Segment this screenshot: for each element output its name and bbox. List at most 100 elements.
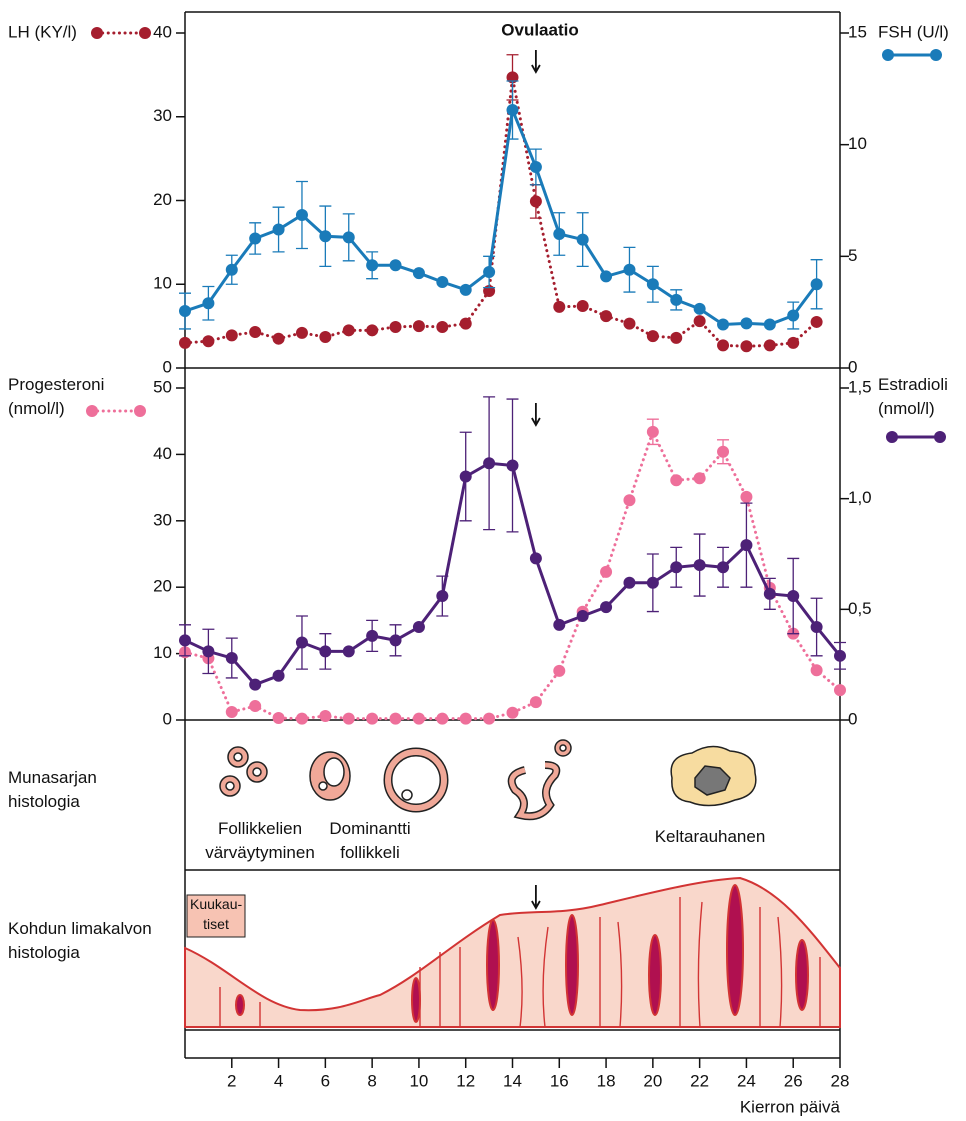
data-point [273, 712, 285, 724]
data-point [460, 284, 472, 296]
y-tick-label: 0 [163, 357, 172, 376]
ovulation-arrow [532, 403, 540, 425]
data-point [600, 601, 612, 613]
data-point [834, 650, 846, 662]
estradiol-axis-label: Estradioli (nmol/l) [878, 373, 958, 421]
data-point [600, 270, 612, 282]
y-tick-label: 30 [153, 510, 172, 529]
data-point [226, 706, 238, 718]
legend-dot [91, 27, 103, 39]
data-point [577, 234, 589, 246]
data-point [202, 297, 214, 309]
data-point [553, 665, 565, 677]
progesterone-axis-label: Progesteroni (nmol/l) [8, 373, 118, 421]
data-point [249, 700, 261, 712]
x-tick-label: 14 [503, 1071, 522, 1090]
data-point [273, 333, 285, 345]
lh-axis-label: LH (KY/l) [8, 22, 77, 41]
data-point [296, 209, 308, 221]
x-tick-label: 2 [227, 1071, 236, 1090]
legend-dot [134, 405, 146, 417]
data-point [390, 259, 402, 271]
data-point [436, 321, 448, 333]
data-point [577, 300, 589, 312]
data-point [343, 231, 355, 243]
data-point [530, 195, 542, 207]
data-point [179, 634, 191, 646]
endometrium-label: Kohdun limakalvon histologia [8, 917, 178, 965]
data-point [343, 324, 355, 336]
data-point [530, 161, 542, 173]
data-point [577, 610, 589, 622]
data-point [764, 318, 776, 330]
x-tick-label: 4 [274, 1071, 283, 1090]
data-point [366, 324, 378, 336]
data-point [179, 305, 191, 317]
data-point [647, 330, 659, 342]
legend-dot [882, 49, 894, 61]
x-tick-label: 10 [409, 1071, 428, 1090]
data-point [343, 713, 355, 725]
data-point [366, 259, 378, 271]
data-point [390, 713, 402, 725]
data-point [647, 577, 659, 589]
x-tick-label: 26 [784, 1071, 803, 1090]
data-point [647, 426, 659, 438]
data-point [249, 326, 261, 338]
data-point [366, 713, 378, 725]
data-point [694, 303, 706, 315]
ovary-label: Munasarjan histologia [8, 766, 128, 814]
y-tick-label: 10 [153, 274, 172, 293]
data-point [296, 327, 308, 339]
data-point [811, 621, 823, 633]
y-tick-label: 30 [153, 106, 172, 125]
data-point [764, 588, 776, 600]
y-tick-label: 10 [153, 643, 172, 662]
data-point [717, 339, 729, 351]
data-point [436, 276, 448, 288]
legend-dot [930, 49, 942, 61]
data-point [600, 310, 612, 322]
data-point [670, 294, 682, 306]
data-point [460, 713, 472, 725]
y2-tick-label: 0 [848, 709, 857, 728]
data-point [647, 278, 659, 290]
data-point [764, 339, 776, 351]
data-point [623, 577, 635, 589]
x-tick-label: 20 [643, 1071, 662, 1090]
y2-tick-label: 10 [848, 134, 867, 153]
x-tick-label: 8 [367, 1071, 376, 1090]
x-tick-label: 6 [321, 1071, 330, 1090]
ovulation-arrow [532, 50, 540, 72]
data-point [553, 619, 565, 631]
y2-tick-label: 5 [848, 246, 857, 265]
data-point [507, 104, 519, 116]
y2-tick-label: 15 [848, 22, 867, 41]
data-point [553, 301, 565, 313]
y2-tick-label: 1,0 [848, 488, 872, 507]
data-point [436, 713, 448, 725]
ovary-stage: Dominantti follikkeli [322, 817, 418, 865]
y2-tick-label: 0,5 [848, 599, 872, 618]
data-point [670, 332, 682, 344]
data-point [694, 472, 706, 484]
data-point [740, 340, 752, 352]
legend-dot [886, 431, 898, 443]
data-point [694, 315, 706, 327]
x-tick-label: 18 [597, 1071, 616, 1090]
data-point [202, 645, 214, 657]
data-point [413, 621, 425, 633]
data-point [226, 652, 238, 664]
y2-tick-label: 1,5 [848, 377, 872, 396]
series-line [185, 110, 817, 324]
fsh-axis-label: FSH (U/l) [878, 22, 949, 41]
data-point [226, 264, 238, 276]
data-point [343, 645, 355, 657]
legend-dot [139, 27, 151, 39]
data-point [740, 539, 752, 551]
data-point [413, 713, 425, 725]
data-point [717, 318, 729, 330]
data-point [249, 232, 261, 244]
endometrium [185, 878, 840, 1027]
x-axis-label: Kierron päivä [740, 1097, 841, 1116]
